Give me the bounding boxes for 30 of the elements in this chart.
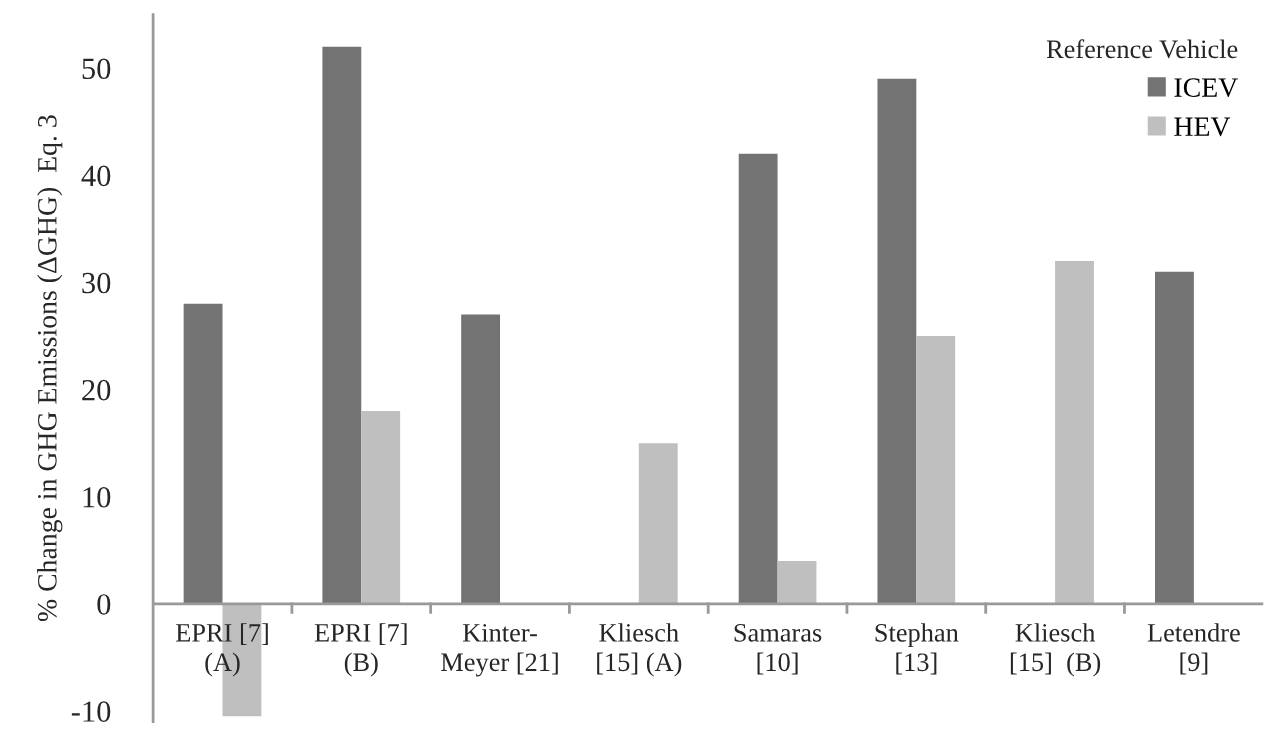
x-tick-label: Kinter- Meyer [21] [441,623,558,677]
legend-label: HEV [1174,117,1231,137]
bar [322,46,362,604]
y-tick-label: 0 [97,594,111,615]
legend-label: ICEV [1174,78,1238,98]
bar [1055,261,1094,604]
x-tick-label: Kliesch [15] (A) [597,623,682,677]
x-tick-label: Letendre [9] [1147,623,1240,675]
bar [877,78,917,604]
bar [461,314,501,604]
bar [777,561,817,604]
y-tick-label: 20 [82,379,111,401]
bar [638,443,678,604]
y-tick-label: 10 [83,487,111,508]
y-tick-label: 30 [82,272,111,294]
y-axis-title: % Change in GHG Emissions (ΔGHG) Eq. 3 [37,115,63,622]
x-tick-label: EPRI [7] (A) [175,623,268,677]
bar [183,303,223,604]
x-tick-label: Samaras [10] [734,623,822,675]
y-tick-label: 40 [81,165,111,187]
bar [1155,271,1194,604]
y-tick-label: 50 [82,58,111,80]
y-tick-label: -10 [71,701,111,722]
legend-title: Reference Vehicle [1046,39,1238,59]
bar [738,153,778,604]
bar [361,411,401,604]
bar [916,336,956,604]
x-tick-label: Stephan [13] [875,623,959,675]
x-tick-label: Kliesch [15] (B) [1010,623,1101,677]
x-tick-label: EPRI [7] (B) [314,623,407,677]
